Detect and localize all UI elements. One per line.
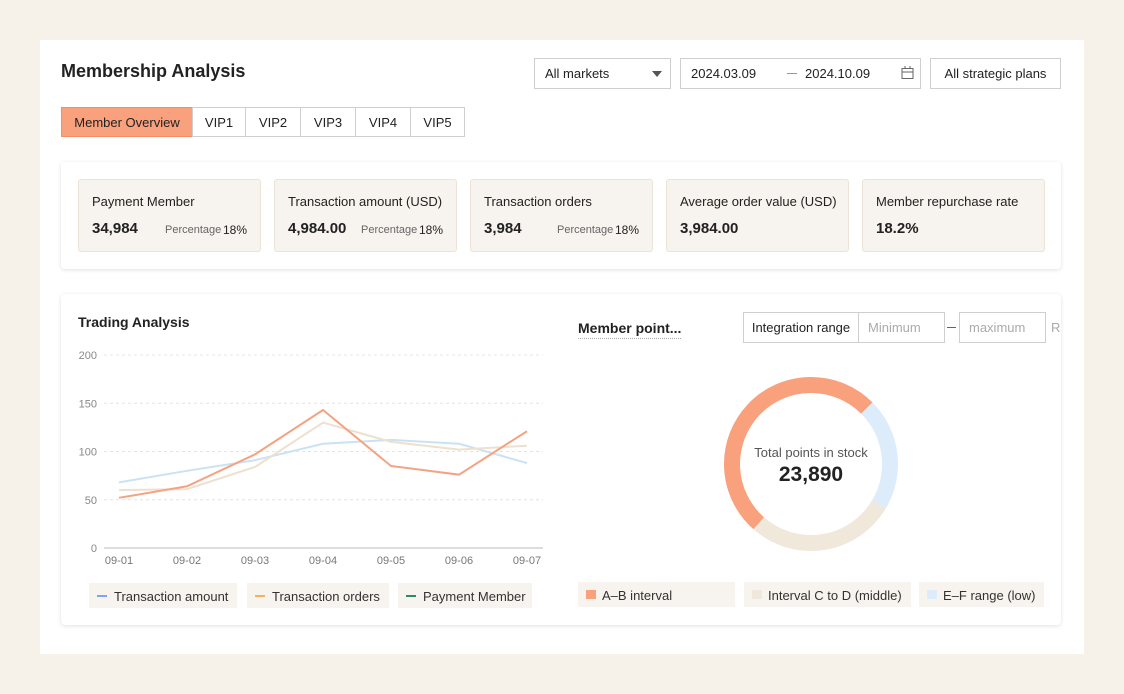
legend-label: A–B interval [602, 588, 673, 603]
kpi-label: Transaction amount (USD) [288, 194, 443, 209]
y-tick-label: 100 [79, 447, 97, 459]
kpi-value: 4,984.00 [288, 220, 347, 237]
legend-swatch [255, 595, 265, 597]
range-action[interactable]: R [1051, 320, 1061, 335]
page-title: Membership Analysis [61, 61, 246, 81]
x-tick-label: 09-04 [309, 555, 337, 567]
legend-item[interactable]: A–B interval [578, 582, 735, 607]
donut-segment [724, 377, 873, 530]
donut-chart-title: Member point... [578, 320, 682, 339]
kpi-card: Payment Member 34,984 Percentage 18% [78, 179, 261, 252]
x-tick-label: 09-06 [445, 555, 473, 567]
x-tick-label: 09-03 [241, 555, 269, 567]
kpi-card: Transaction amount (USD) 4,984.00 Percenta… [274, 179, 457, 252]
x-tick-label: 09-07 [513, 555, 541, 567]
kpi-percentage-label: Percentage [361, 224, 418, 236]
kpi-card: Transaction orders 3,984 Percentage 18% [470, 179, 653, 252]
legend-label: Transaction orders [272, 589, 380, 604]
legend-item[interactable]: Transaction amount [89, 583, 237, 608]
legend-item[interactable]: Interval C to D (middle) [744, 582, 911, 607]
kpi-value: 3,984 [484, 220, 522, 237]
kpi-label: Payment Member [92, 194, 195, 209]
donut-segment [753, 499, 886, 551]
x-tick-label: 09-01 [105, 555, 133, 567]
kpi-percentage-label: Percentage [165, 224, 222, 236]
range-label: Integration range [743, 312, 859, 343]
x-tick-label: 09-05 [377, 555, 405, 567]
legend-swatch [97, 595, 107, 597]
legend-swatch [586, 590, 596, 599]
date-end: 2024.10.09 [805, 66, 871, 81]
line-chart-title: Trading Analysis [78, 314, 190, 330]
calendar-icon [901, 66, 914, 79]
tab[interactable]: VIP2 [245, 107, 301, 137]
x-tick-label: 09-02 [173, 555, 201, 567]
legend-swatch [752, 590, 762, 599]
line-series [118, 421, 528, 492]
kpi-percentage: 18% [419, 223, 444, 237]
kpi-value: 3,984.00 [680, 220, 739, 237]
date-start: 2024.03.09 [691, 66, 757, 81]
legend-item[interactable]: Transaction orders [247, 583, 389, 608]
range-separator [947, 327, 956, 328]
y-tick-label: 200 [79, 350, 97, 362]
line-series [118, 408, 528, 499]
tab-active[interactable]: Member Overview [61, 107, 193, 137]
kpi-percentage: 18% [223, 223, 248, 237]
date-separator [787, 73, 797, 74]
tab[interactable]: VIP4 [355, 107, 411, 137]
donut-center-label: Total points in stock [754, 445, 868, 460]
legend-item[interactable]: Payment Member [398, 583, 532, 608]
tab[interactable]: VIP5 [410, 107, 465, 137]
legend-label: Interval C to D (middle) [768, 588, 902, 603]
kpi-label: Average order value (USD) [680, 194, 837, 209]
y-tick-label: 150 [79, 398, 97, 410]
tab[interactable]: VIP1 [192, 107, 246, 137]
legend-swatch [927, 590, 937, 599]
y-tick-label: 0 [91, 543, 97, 555]
legend-label: E–F range (low) [943, 588, 1036, 603]
tab[interactable]: VIP3 [300, 107, 356, 137]
line-series [118, 438, 528, 484]
legend-label: Payment Member [423, 589, 526, 604]
legend-swatch [406, 595, 416, 597]
range-min-input[interactable]: Minimum [858, 312, 945, 343]
kpi-card: Average order value (USD) 3,984.00 [666, 179, 849, 252]
donut-center-value: 23,890 [778, 463, 844, 486]
market-text: All markets [545, 66, 610, 81]
kpi-label: Member repurchase rate [876, 194, 1019, 209]
kpi-percentage: 18% [615, 223, 640, 237]
legend-item[interactable]: E–F range (low) [919, 582, 1044, 607]
kpi-value: 18.2% [876, 220, 919, 237]
y-tick-label: 50 [85, 495, 97, 507]
kpi-value: 34,984 [92, 220, 138, 237]
kpi-percentage-label: Percentage [557, 224, 614, 236]
kpi-label: Transaction orders [484, 194, 592, 209]
date-range[interactable]: 2024.03.09 2024.10.09 [680, 58, 921, 89]
donut-segment [861, 402, 898, 509]
plan-text: All strategic plans [944, 66, 1047, 81]
range-max-input[interactable]: maximum [959, 312, 1046, 343]
legend-label: Transaction amount [114, 589, 229, 604]
kpi-card: Member repurchase rate 18.2% [862, 179, 1045, 252]
plan-select[interactable]: All strategic plans [930, 58, 1061, 89]
market-select[interactable]: All markets [534, 58, 671, 89]
dropdown-arrow [652, 71, 662, 77]
